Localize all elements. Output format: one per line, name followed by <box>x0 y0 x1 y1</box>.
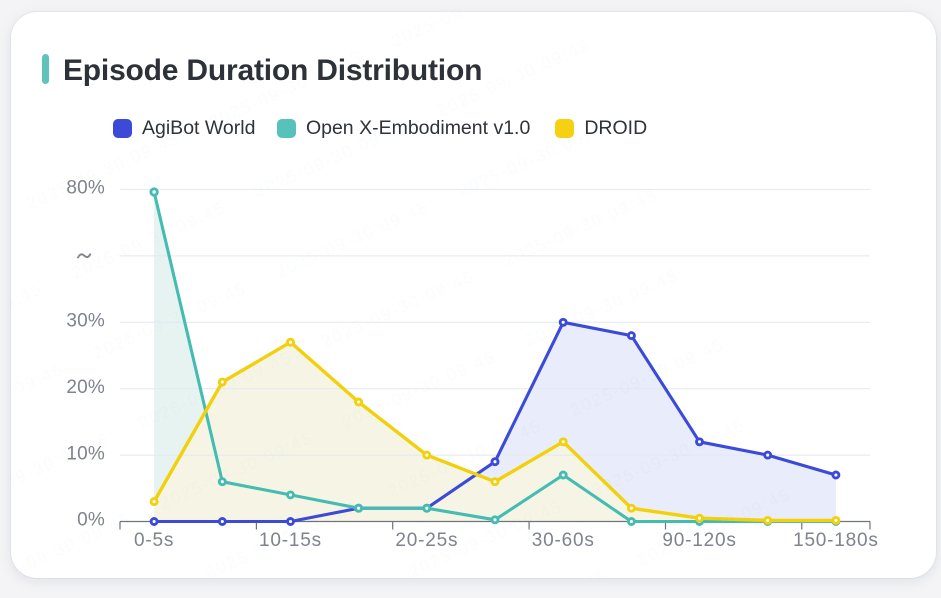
svg-text:20-25s: 20-25s <box>395 530 458 551</box>
svg-text:10-15s: 10-15s <box>259 530 322 551</box>
svg-text:30%: 30% <box>66 311 105 332</box>
svg-text:10%: 10% <box>66 443 105 464</box>
svg-text:0-5s: 0-5s <box>134 530 174 551</box>
svg-text:0%: 0% <box>77 510 105 531</box>
svg-text:90-120s: 90-120s <box>662 530 736 551</box>
svg-text:20%: 20% <box>66 377 105 398</box>
svg-text:150-180s: 150-180s <box>793 530 879 551</box>
svg-text:80%: 80% <box>66 178 105 199</box>
svg-text:30-60s: 30-60s <box>532 530 595 551</box>
